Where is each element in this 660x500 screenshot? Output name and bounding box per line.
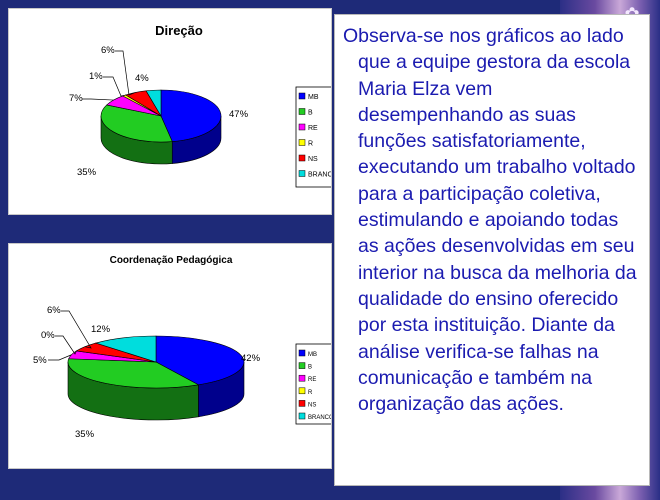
chart-title: Coordenação Pedagógica: [110, 255, 233, 266]
legend-label-ns: NS: [308, 402, 316, 408]
leader-line-ns: [61, 310, 92, 349]
legend-swatch-branco: [298, 170, 306, 177]
legend-box: [295, 343, 331, 425]
coordenacao-pie-chart: Coordenação Pedagógica 42% 35% 5% 0% 6% 12% MB B…: [33, 255, 331, 440]
data-label-ns: 6%: [47, 305, 61, 316]
legend-swatch-branco: [298, 412, 306, 420]
chart-title: Direção: [155, 23, 203, 38]
data-label-branco: 4%: [135, 73, 149, 84]
leader-line-re: [82, 98, 114, 101]
legend-swatch-ns: [298, 400, 306, 407]
pie-slice-b: [67, 358, 200, 389]
legend-label-b: B: [308, 110, 313, 117]
legend-label-r: R: [308, 141, 313, 148]
data-label-branco: 12%: [91, 324, 111, 335]
legend-swatch-b: [298, 108, 306, 115]
data-label-re: 7%: [69, 93, 83, 104]
legend-label-mb: MB: [308, 94, 319, 101]
leader-line-ns: [115, 50, 136, 96]
leader-line-re: [48, 354, 72, 361]
legend-label-ns: NS: [308, 156, 318, 163]
analysis-paragraph: Observa-se nos gráficos ao lado que a eq…: [343, 25, 637, 416]
legend-swatch-r: [298, 139, 306, 146]
legend-label-b: B: [308, 365, 312, 371]
pie-slice-b: [100, 104, 173, 143]
data-label-re: 5%: [33, 355, 47, 366]
leader-line-r: [103, 76, 125, 97]
legend-swatch-b: [298, 362, 306, 369]
legend-swatch-re: [298, 123, 306, 131]
data-label-b: 35%: [75, 429, 95, 440]
leader-line-r: [55, 335, 77, 355]
pie-slice-mb: [155, 335, 245, 386]
pie-top-group: [67, 335, 245, 389]
legend-swatch-mb: [298, 92, 306, 100]
pie-top-group: [100, 89, 222, 143]
coordenacao-chart-panel: Coordenação Pedagógica 42% 35% 5% 0% 6% 12% MB B…: [8, 243, 332, 469]
legend-swatch-mb: [298, 349, 306, 357]
data-label-mb: 42%: [241, 353, 261, 364]
pie-slice-mb: [160, 89, 222, 142]
data-label-b: 35%: [77, 167, 97, 178]
data-label-ns: 6%: [101, 45, 115, 56]
pie-slice-branco: [94, 335, 157, 363]
legend-swatch-r: [298, 387, 306, 395]
legend-label-r: R: [308, 390, 313, 396]
pie-slice-branco: [145, 89, 162, 118]
data-label-r: 1%: [89, 71, 103, 82]
data-label-r: 0%: [41, 330, 55, 341]
data-label-mb: 47%: [229, 109, 249, 120]
legend-swatch-re: [298, 374, 306, 382]
analysis-text-panel: Observa-se nos gráficos ao lado que a eq…: [334, 14, 650, 486]
legend-label-re: RE: [308, 125, 318, 132]
legend-label-re: RE: [308, 377, 316, 383]
legend-swatch-ns: [298, 154, 306, 162]
legend-label-mb: MB: [308, 352, 317, 358]
